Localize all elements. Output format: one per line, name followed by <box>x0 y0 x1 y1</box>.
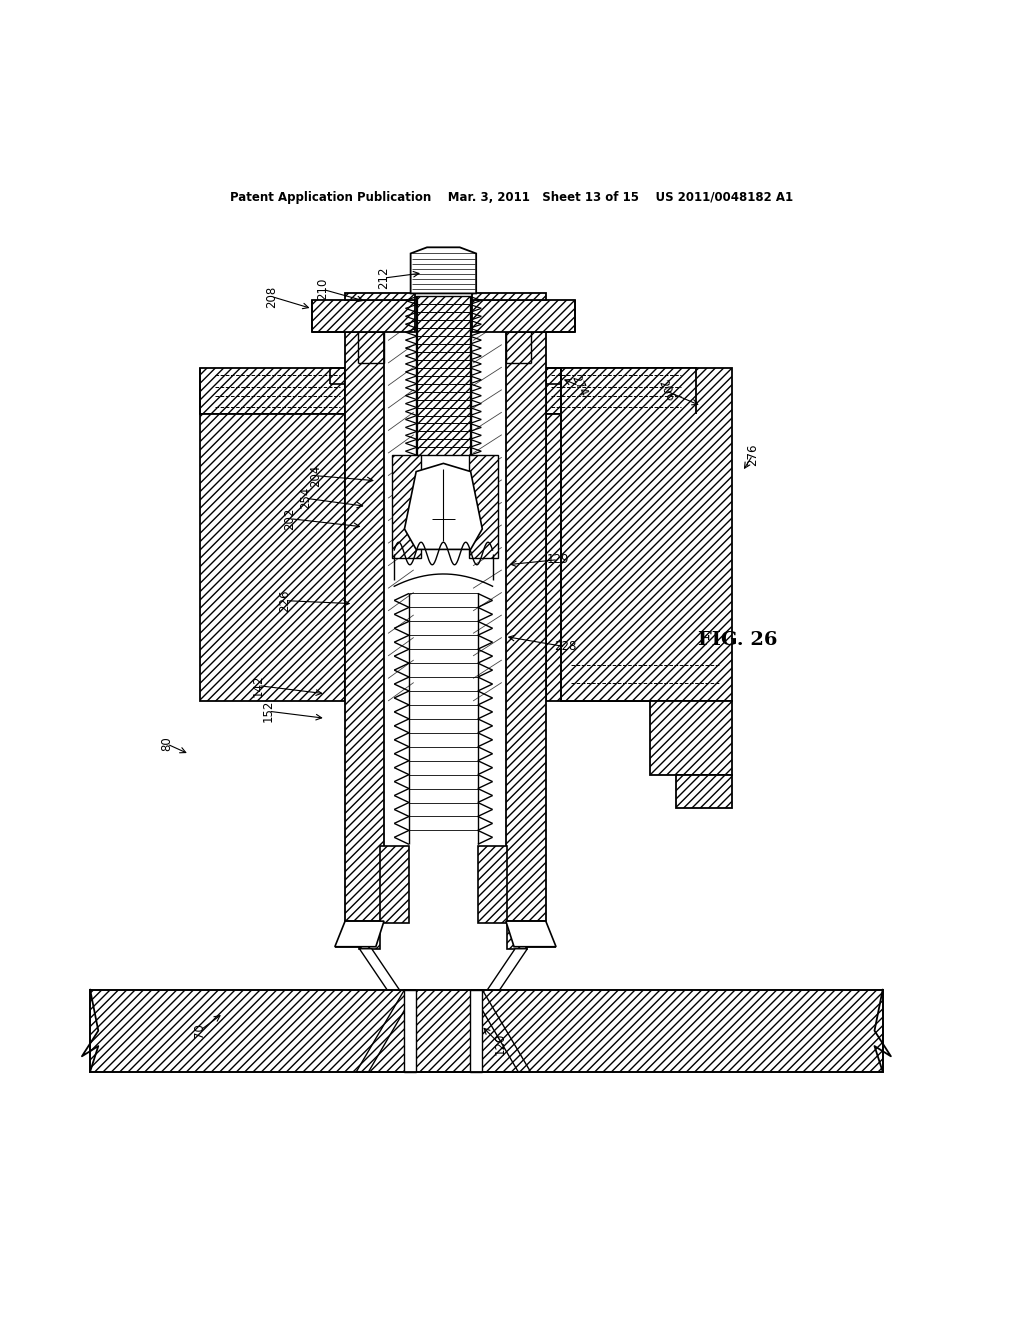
Text: 206: 206 <box>655 378 676 404</box>
Polygon shape <box>472 300 575 333</box>
Text: 226: 226 <box>279 589 291 612</box>
Polygon shape <box>470 990 530 1072</box>
Text: 212: 212 <box>378 267 390 289</box>
Text: 274: 274 <box>568 372 589 399</box>
Polygon shape <box>359 923 380 949</box>
Polygon shape <box>650 701 732 775</box>
Polygon shape <box>546 414 696 701</box>
Polygon shape <box>469 455 498 557</box>
Text: 254: 254 <box>299 487 311 510</box>
Polygon shape <box>380 846 409 923</box>
Polygon shape <box>546 368 696 414</box>
Text: 142: 142 <box>252 675 264 697</box>
Polygon shape <box>506 921 556 946</box>
Polygon shape <box>478 846 507 923</box>
Polygon shape <box>506 333 546 921</box>
Polygon shape <box>312 300 415 333</box>
Polygon shape <box>416 297 471 455</box>
Text: 70: 70 <box>194 1023 206 1038</box>
Polygon shape <box>676 775 732 808</box>
Polygon shape <box>359 949 399 990</box>
Polygon shape <box>392 455 421 557</box>
Text: 276: 276 <box>746 444 759 466</box>
Polygon shape <box>404 463 482 549</box>
Text: 120: 120 <box>494 1032 506 1055</box>
Polygon shape <box>561 368 732 701</box>
Text: 210: 210 <box>316 279 329 301</box>
Polygon shape <box>345 333 384 921</box>
Polygon shape <box>356 990 417 1072</box>
Text: 152: 152 <box>262 700 274 722</box>
Text: 80: 80 <box>161 737 173 751</box>
Text: 228: 228 <box>554 640 577 653</box>
Text: 129: 129 <box>547 553 569 566</box>
Polygon shape <box>487 949 527 990</box>
Polygon shape <box>404 990 417 1072</box>
Polygon shape <box>472 293 546 300</box>
Text: 208: 208 <box>265 285 278 308</box>
Text: Patent Application Publication    Mar. 3, 2011   Sheet 13 of 15    US 2011/00481: Patent Application Publication Mar. 3, 2… <box>230 190 794 203</box>
Polygon shape <box>200 368 345 414</box>
Polygon shape <box>345 293 415 300</box>
Text: 202: 202 <box>284 507 296 529</box>
Text: 204: 204 <box>309 465 322 487</box>
Polygon shape <box>507 923 527 949</box>
Text: FIG. 26: FIG. 26 <box>697 631 777 648</box>
Polygon shape <box>411 247 476 293</box>
Polygon shape <box>200 414 345 701</box>
Polygon shape <box>335 921 384 946</box>
Polygon shape <box>90 990 883 1072</box>
Polygon shape <box>470 990 482 1072</box>
